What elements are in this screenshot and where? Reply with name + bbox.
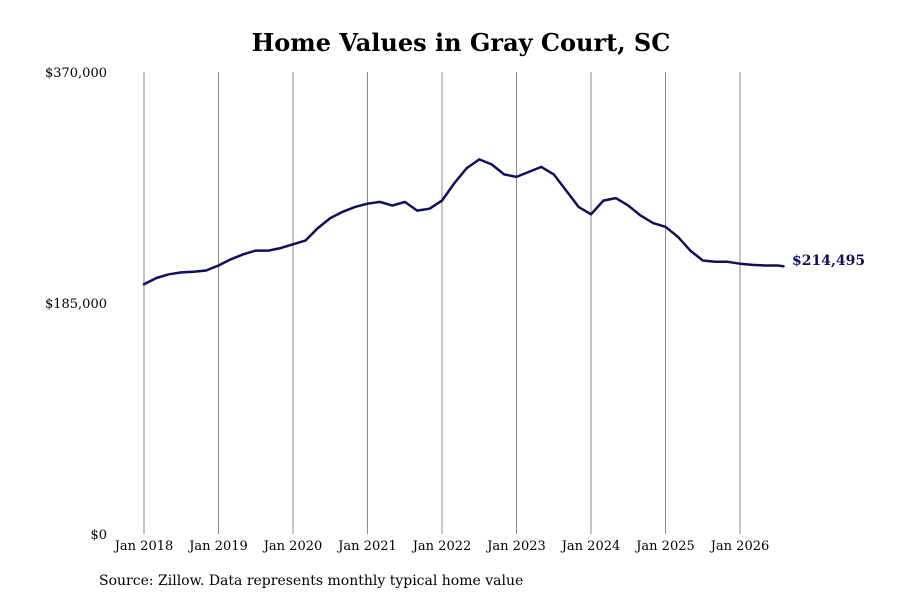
y-tick-label: $0 [90,528,107,543]
x-tick-label: Jan 2020 [262,539,323,554]
x-tick-label: Jan 2022 [411,539,472,554]
y-tick-label: $370,000 [45,66,107,81]
x-tick-label: Jan 2021 [336,539,397,554]
x-tick-label: Jan 2025 [634,539,695,554]
x-tick-label: Jan 2024 [560,539,621,554]
x-tick-label: Jan 2026 [709,539,770,554]
y-axis: $0 $185,000 $370,000 [45,66,107,543]
grid-lines [143,72,741,534]
series-line-0 [142,158,785,286]
series-group [142,158,785,286]
x-tick-label: Jan 2023 [485,539,546,554]
x-tick-label: Jan 2019 [187,539,248,554]
source-note: Source: Zillow. Data represents monthly … [99,573,524,589]
chart-title: Home Values in Gray Court, SC [252,28,671,57]
last-value-label: $214,495 [792,253,865,269]
x-axis: Jan 2018 Jan 2019 Jan 2020 Jan 2021 Jan 2022… [113,539,770,554]
x-tick-label: Jan 2018 [113,539,174,554]
y-tick-label: $185,000 [45,297,107,312]
